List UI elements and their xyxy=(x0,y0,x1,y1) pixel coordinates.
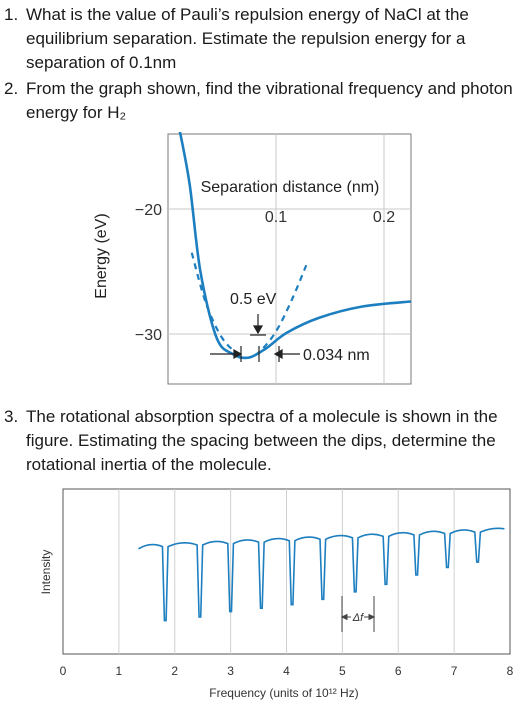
x-tick-label: 6 xyxy=(395,664,402,678)
delta-f-marker xyxy=(340,596,376,632)
potential-energy-curve xyxy=(178,132,412,360)
distance-arrows xyxy=(210,346,300,362)
question-line: What is the value of Pauli’s repulsion e… xyxy=(26,5,469,24)
question-line: rotational inertia of the molecule. xyxy=(26,455,272,474)
gridlines xyxy=(118,489,455,654)
delta-f-label: Δf xyxy=(352,612,364,624)
energy-arrow xyxy=(250,314,266,336)
question-line: The rotational absorption spectra of a m… xyxy=(26,407,498,426)
x-tick-label: 1 xyxy=(116,664,123,678)
x-axis-label: Frequency (units of 10¹² Hz) xyxy=(209,686,358,700)
question-line: energy for H₂ xyxy=(26,103,127,122)
question-number: 1. xyxy=(4,5,19,24)
x-axis-label: Separation distance (nm) xyxy=(201,179,380,196)
x-tick-label: 0 xyxy=(60,664,67,678)
question-number: 2. xyxy=(4,79,19,98)
x-tick-label: 3 xyxy=(227,664,234,678)
x-tick-label: 7 xyxy=(451,664,458,678)
question-line: equilibrium separation. Estimate the rep… xyxy=(26,29,466,48)
energy-separation-figure: −20 −30 Energy (eV) Separation distance … xyxy=(93,132,412,385)
x-tick-labels: 0 1 2 3 4 5 6 7 8 xyxy=(60,664,514,678)
plot-frame xyxy=(167,133,412,385)
x-tick-label: 0.2 xyxy=(373,209,395,226)
energy-annotation: 0.5 eV xyxy=(230,291,277,308)
y-axis-label: Intensity xyxy=(39,550,53,595)
y-tick-label: −30 xyxy=(135,327,162,344)
x-tick-label: 4 xyxy=(283,664,290,678)
x-tick-label: 0.1 xyxy=(265,209,287,226)
distance-annotation: 0.034 nm xyxy=(303,347,370,364)
question-line: separation of 0.1nm xyxy=(26,53,177,72)
x-tick-label: 5 xyxy=(339,664,346,678)
absorption-spectrum-line xyxy=(138,527,505,622)
y-tick-label: −20 xyxy=(135,202,162,219)
question-line: From the graph shown, find the vibration… xyxy=(26,79,513,98)
question-line: figure. Estimating the spacing between t… xyxy=(26,431,496,450)
x-tick-label: 2 xyxy=(171,664,178,678)
question-number: 3. xyxy=(4,407,19,426)
y-axis-label: Energy (eV) xyxy=(93,213,110,298)
rotational-spectrum-figure: 0 1 2 3 4 5 6 7 8 Intensity Frequency (units of … xyxy=(39,488,514,700)
x-tick-label: 8 xyxy=(507,664,514,678)
gridlines xyxy=(168,134,411,384)
